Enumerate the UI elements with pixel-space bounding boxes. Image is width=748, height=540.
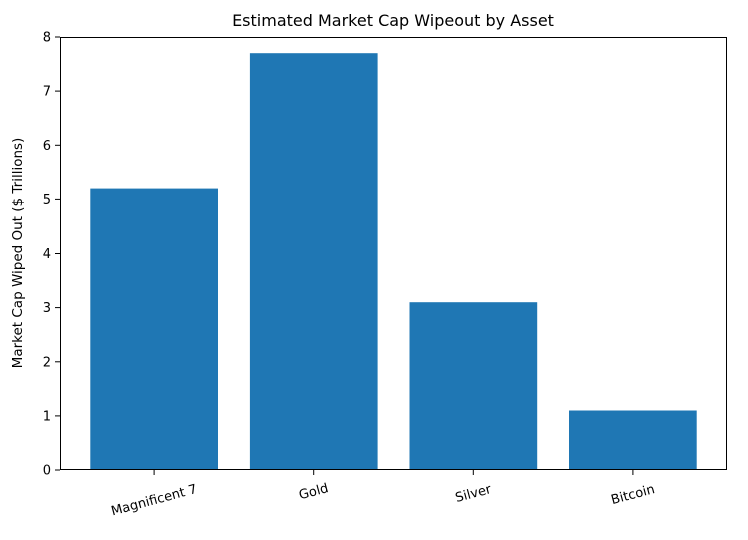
x-tick-label-silver: Silver (454, 482, 494, 506)
y-tick-label: 4 (43, 247, 51, 262)
y-tick-label: 7 (43, 85, 51, 100)
y-tick-label: 0 (43, 464, 51, 479)
bar-silver (409, 302, 538, 470)
y-axis-label: Market Cap Wiped Out ($ Trillions) (10, 138, 26, 369)
bars-group (90, 53, 697, 470)
x-tick-label-bitcoin: Bitcoin (610, 482, 657, 508)
bar-magnificent-7 (90, 188, 218, 470)
y-tick-label: 5 (43, 193, 51, 208)
y-tick-label: 6 (43, 139, 51, 154)
x-tick-label-gold: Gold (297, 481, 330, 503)
bar-bitcoin (569, 410, 697, 470)
bar-gold (249, 53, 378, 470)
y-tick-label: 3 (43, 301, 51, 316)
y-tick-label: 1 (43, 409, 51, 424)
x-tick-label-magnificent-7: Magnificent 7 (110, 482, 199, 519)
chart-title: Estimated Market Cap Wipeout by Asset (232, 11, 554, 30)
plot-border (60, 37, 727, 470)
y-tick-label: 2 (43, 355, 51, 370)
y-tick-label: 8 (43, 31, 51, 46)
